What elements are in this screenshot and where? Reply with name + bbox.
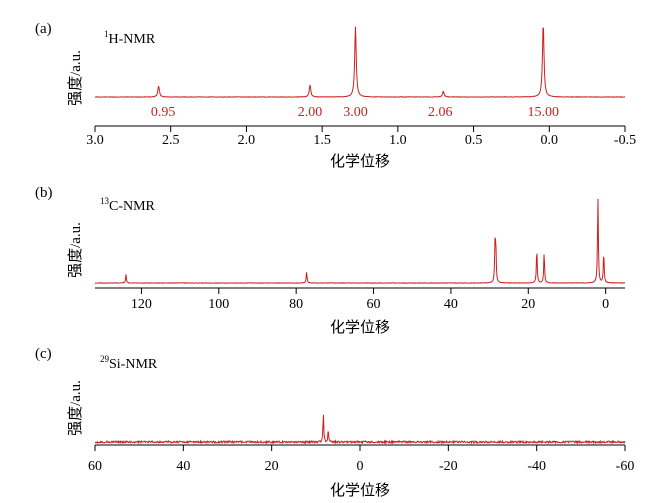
x-tick-label: 120 [131,297,152,312]
x-tick-label: -60 [616,459,635,474]
panel-c-letter: (c) [35,346,52,362]
x-tick-label: 1.5 [313,133,331,148]
panel-a-x-ticks: 3.0 2.5 2.0 1.5 1.0 0.5 0.0 -0.5 [86,126,636,148]
panel-b-title-sup: 13 [100,196,110,206]
integral-label: 2.06 [428,105,453,120]
panel-a-title-main: H-NMR [109,32,156,47]
panel-a-xlabel: 化学位移 [330,153,390,170]
x-tick-label: -20 [439,459,458,474]
x-tick-label: 100 [208,297,229,312]
x-tick-label: 60 [367,297,381,312]
panel-h-nmr: (a) 1H-NMR 强度/a.u. 0.95 2.00 3.00 2.06 15.00… [35,21,636,170]
x-tick-label: 1.0 [389,133,407,148]
panel-c-xlabel: 化学位移 [330,482,390,499]
panel-b-letter: (b) [35,185,53,201]
integral-label: 3.00 [343,105,368,120]
x-tick-label: 0 [357,459,364,474]
panel-b-xlabel: 化学位移 [330,319,390,336]
panel-c-ylabel: 强度/a.u. [67,380,84,436]
panel-a-ylabel: 强度/a.u. [67,50,84,106]
panel-a-spectrum [94,26,626,98]
panel-c-title: 29Si-NMR [100,354,158,372]
panel-a-title-sup: 1 [104,29,109,39]
panel-c-title-main: Si-NMR [109,357,158,372]
integral-label: 0.95 [151,105,176,120]
x-tick-label: 40 [176,459,190,474]
x-tick-label: -40 [527,459,546,474]
x-tick-label: 0.5 [465,133,483,148]
panel-b-title-main: C-NMR [109,199,156,214]
x-tick-label: -0.5 [614,133,636,148]
x-tick-label: 40 [444,297,458,312]
panel-b-title: 13C-NMR [100,196,156,214]
integral-label: 2.00 [298,105,323,120]
x-tick-label: 0.0 [541,133,559,148]
x-tick-label: 3.0 [86,133,104,148]
panel-a-integrals: 0.95 2.00 3.00 2.06 15.00 [151,105,559,120]
panel-c-x-ticks: 60 40 20 0 -20 -40 -60 [88,445,634,474]
integral-label: 15.00 [527,105,559,120]
panel-b-spectrum [94,198,626,284]
panel-a-letter: (a) [35,21,52,37]
x-tick-label: 0 [602,297,609,312]
x-tick-label: 80 [289,297,303,312]
x-tick-label: 20 [521,297,535,312]
panel-c-spectrum [94,414,626,445]
x-tick-label: 2.0 [238,133,256,148]
x-tick-label: 2.5 [162,133,180,148]
panel-b-ylabel: 强度/a.u. [67,222,84,278]
x-tick-label: 20 [265,459,279,474]
panel-a-title: 1H-NMR [104,29,156,47]
panel-c-title-sup: 29 [100,354,110,364]
x-tick-label: 60 [88,459,102,474]
panel-si-nmr: (c) 29Si-NMR 强度/a.u. 60 40 20 0 -20 -40 -60 化学… [35,346,634,499]
panel-b-x-ticks: 120 100 80 60 40 20 0 [131,288,609,312]
panel-c-nmr: (b) 13C-NMR 强度/a.u. 120 100 80 60 40 20 0 化学位移 [35,185,626,336]
